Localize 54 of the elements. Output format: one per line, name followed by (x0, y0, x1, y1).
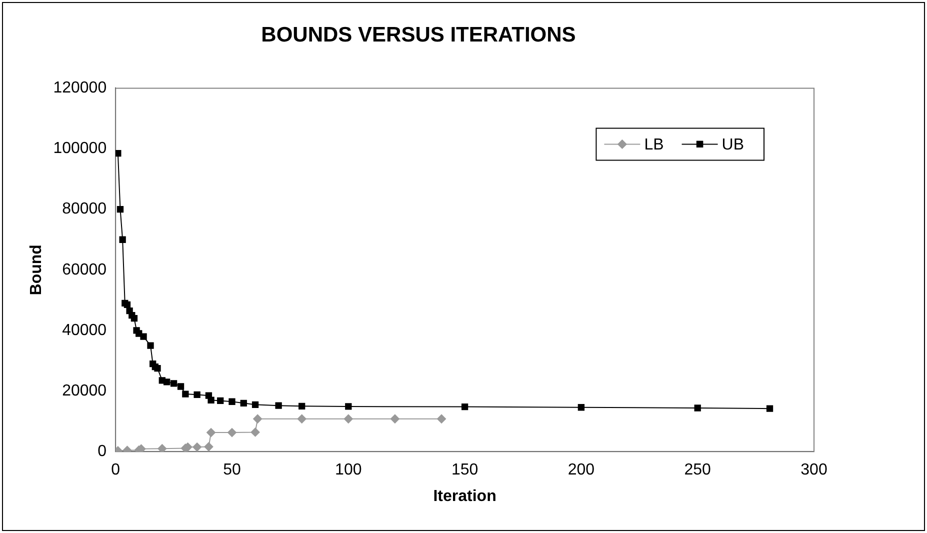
point (578, 404, 585, 411)
y-tick-label: 40000 (62, 322, 107, 339)
point (694, 404, 701, 412)
point (192, 442, 202, 452)
y-axis-title: Bound (28, 244, 46, 296)
x-tick-label: 100 (335, 462, 362, 479)
point (206, 428, 216, 438)
x-tick-label: 200 (568, 462, 595, 479)
legend-label: UB (722, 136, 744, 154)
point (119, 236, 126, 243)
x-tick-label: 250 (684, 462, 712, 479)
point (204, 442, 214, 452)
point (253, 414, 262, 424)
point (217, 397, 224, 404)
point (228, 398, 236, 405)
chart-title: BOUNDS VERSUS ITERATIONS (261, 23, 576, 46)
point (240, 400, 247, 406)
point (140, 333, 147, 340)
y-tick-label: 80000 (62, 200, 107, 218)
x-tick-label: 0 (111, 462, 120, 479)
point (437, 414, 446, 424)
point (227, 428, 236, 438)
y-tick-label: 60000 (62, 261, 107, 278)
point (158, 444, 167, 452)
point (275, 402, 282, 409)
legend-label: LB (644, 136, 664, 154)
point (194, 391, 200, 398)
x-tick-label: 300 (800, 462, 828, 479)
x-axis-title: Iteration (433, 488, 496, 505)
x-tick-label: 50 (223, 462, 241, 479)
point (252, 401, 259, 408)
point (345, 403, 352, 410)
point (461, 403, 468, 410)
point (116, 206, 124, 213)
y-tick-label: 100000 (53, 140, 107, 158)
point (130, 315, 138, 322)
point (154, 364, 161, 372)
point (147, 342, 154, 349)
y-tick-label: 0 (98, 443, 107, 460)
point (177, 383, 184, 390)
point (344, 414, 353, 424)
point (298, 402, 306, 410)
point (170, 380, 178, 387)
point (766, 405, 774, 412)
y-tick-label: 20000 (62, 382, 107, 400)
point (182, 390, 189, 398)
x-tick-label: 150 (451, 462, 478, 479)
point (390, 414, 400, 424)
point (163, 378, 170, 386)
point (124, 301, 131, 308)
point (250, 428, 260, 437)
point (208, 396, 214, 404)
point (297, 414, 306, 424)
y-tick-label: 120000 (53, 80, 107, 97)
